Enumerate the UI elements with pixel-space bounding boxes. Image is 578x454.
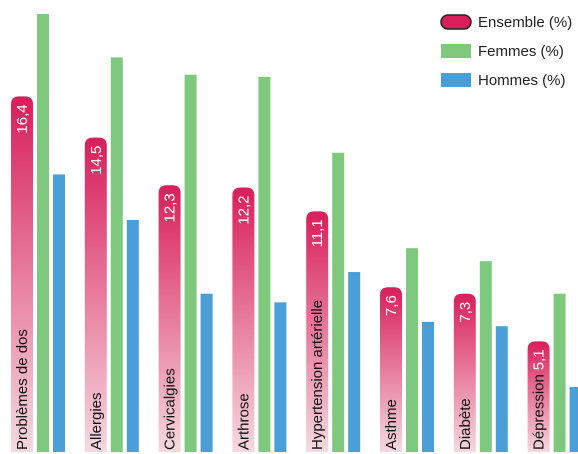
bar-ensemble-cervicalgies bbox=[158, 185, 181, 452]
legend-hommes-label: Hommes (%) bbox=[478, 72, 566, 89]
legend-hommes-swatch bbox=[441, 73, 471, 87]
bar-ensemble-arthrose bbox=[232, 187, 255, 453]
bar-femmes-hypertension-arterielle bbox=[332, 152, 345, 452]
legend-ensemble-swatch bbox=[440, 14, 472, 30]
bar-hommes-depression bbox=[569, 386, 578, 452]
bar-femmes-arthrose bbox=[258, 76, 271, 452]
legend-ensemble-label: Ensemble (%) bbox=[478, 14, 572, 31]
bar-ensemble-diabete bbox=[453, 293, 476, 452]
value-label-problemes-de-dos: 16,4 bbox=[14, 104, 31, 133]
category-label-cervicalgies: Cervicalgies bbox=[162, 368, 179, 450]
category-label-allergies: Allergies bbox=[88, 392, 105, 450]
value-label-hypertension-arterielle: 11,1 bbox=[309, 219, 326, 247]
bar-femmes-allergies bbox=[110, 57, 123, 453]
bar-femmes-asthme bbox=[406, 248, 418, 452]
value-label-arthrose: 12,2 bbox=[235, 195, 252, 224]
bar-femmes-problemes-de-dos bbox=[37, 14, 49, 452]
bar-hommes-problemes-de-dos bbox=[53, 174, 65, 452]
value-label-allergies: 14,5 bbox=[88, 146, 105, 175]
bar-hommes-arthrose bbox=[274, 302, 287, 452]
category-label-problemes-de-dos: Problèmes de dos bbox=[14, 329, 31, 450]
value-label-asthme: 7,6 bbox=[383, 295, 400, 316]
category-label-asthme: Asthme bbox=[383, 399, 400, 450]
value-label-diabete: 7,3 bbox=[457, 302, 474, 323]
bar-hommes-cervicalgies bbox=[200, 293, 213, 452]
value-label-depression: 5,1 bbox=[531, 349, 548, 370]
legend: Ensemble (%) Femmes (%) Hommes (%) bbox=[440, 14, 572, 89]
labels-layer: 16,4 Problèmes de dos 14,5 Allergies 12,3 Cer… bbox=[14, 104, 548, 450]
bars-layer bbox=[11, 14, 578, 453]
legend-femmes-swatch bbox=[441, 44, 471, 58]
legend-femmes-label: Femmes (%) bbox=[478, 43, 564, 60]
bar-ensemble-hypertension-arterielle bbox=[306, 211, 329, 452]
bar-ensemble-depression bbox=[527, 341, 550, 452]
bar-hommes-asthme bbox=[422, 321, 434, 452]
value-label-cervicalgies: 12,3 bbox=[162, 193, 179, 222]
bar-hommes-allergies bbox=[126, 219, 139, 452]
category-label-depression: Dépression bbox=[531, 374, 548, 450]
bar-ensemble-problemes-de-dos bbox=[11, 96, 33, 452]
bar-ensemble-allergies bbox=[84, 137, 107, 452]
category-label-arthrose: Arthrose bbox=[235, 393, 252, 450]
bar-ensemble-asthme bbox=[380, 287, 402, 452]
bar-femmes-depression bbox=[553, 293, 566, 452]
bar-hommes-diabete bbox=[495, 326, 508, 452]
category-label-diabete: Diabète bbox=[457, 398, 474, 450]
category-label-hypertension-arterielle: Hypertension artérielle bbox=[309, 300, 326, 450]
bar-femmes-diabete bbox=[479, 261, 492, 452]
bar-hommes-hypertension-arterielle bbox=[348, 272, 361, 452]
bar-femmes-cervicalgies bbox=[184, 74, 197, 453]
